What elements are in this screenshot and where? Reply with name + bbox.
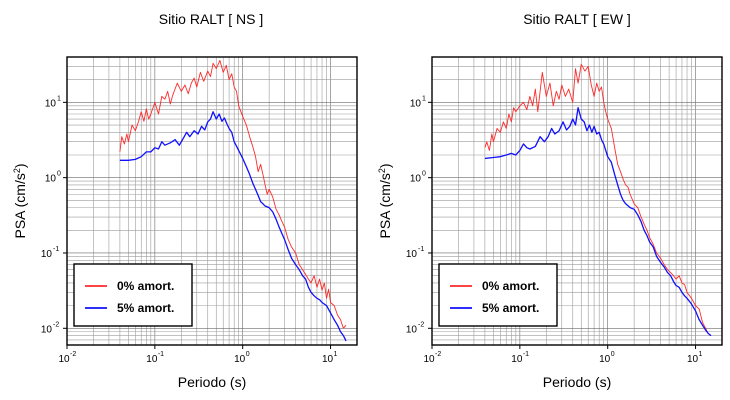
y-tick-label: 10 -2 [41,321,59,335]
y-tick-exponent: -2 [418,321,424,328]
x-tick-exponent: 1 [334,351,338,358]
x-tick-exponent: 0 [611,351,615,358]
y-tick-base: 10 [406,249,418,260]
x-tick-base: 10 [423,354,435,365]
y-axis-label-text: PSA (cm/s [12,173,28,238]
y-tick-exponent: -1 [418,246,424,253]
plot-frame [431,56,723,346]
y-axis-label-exponent: 2 [12,168,22,173]
x-tick-label: 10 -1 [511,351,529,365]
legend: 0% amort. 5% amort. [73,263,193,327]
chart-panel-1: Sitio RALT [ NS ]10 -2 10 -1 10 0 10 110 -210 -11… [12,11,358,390]
series-line-blue [484,107,712,337]
legend-label: 0% amort. [482,279,539,293]
x-tick-label: 10 -2 [58,351,76,365]
y-axis-label: PSA (cm/s2) [12,163,28,238]
y-tick-exponent: 0 [422,171,426,178]
x-tick-base: 10 [687,354,699,365]
plot-frame [66,56,358,346]
legend-label: 5% amort. [117,301,174,315]
grid [66,56,358,346]
x-tick-base: 10 [234,354,246,365]
legend-label: 0% amort. [117,279,174,293]
y-tick-base: 10 [41,249,53,260]
y-tick-exponent: 1 [57,95,61,102]
x-tick-base: 10 [511,354,523,365]
y-tick-base: 10 [410,98,422,109]
y-tick-label: 10 0 [410,171,426,185]
y-tick-label: 10 -1 [41,246,59,260]
x-tick-exponent: 1 [699,351,703,358]
x-tick-label: 10 -1 [146,351,164,365]
y-tick-base: 10 [410,174,422,185]
y-tick-label: 10 1 [45,95,61,109]
series-line-blue [119,111,347,342]
x-tick-base: 10 [146,354,158,365]
x-tick-base: 10 [322,354,334,365]
y-axis-label-close: ) [377,163,393,168]
chart-title: Sitio RALT [ EW ] [523,11,631,27]
x-tick-label: 10 -2 [423,351,441,365]
y-tick-label: 10 0 [45,171,61,185]
x-tick-base: 10 [58,354,70,365]
x-tick-base: 10 [599,354,611,365]
y-tick-exponent: -2 [53,321,59,328]
x-tick-exponent: -2 [435,351,441,358]
x-tick-exponent: -1 [523,351,529,358]
y-tick-exponent: 0 [57,171,61,178]
y-tick-label: 10 1 [410,95,426,109]
chart-panel-2: Sitio RALT [ EW ]10 -2 10 -1 10 0 10 110 -210 -11… [377,11,723,390]
series-line-red [119,60,347,329]
y-tick-exponent: -1 [53,246,59,253]
legend-label: 5% amort. [482,301,539,315]
y-axis-label-text: PSA (cm/s [377,173,393,238]
x-tick-label: 10 1 [687,351,703,365]
y-tick-label: 10 -1 [406,246,424,260]
legend-box [438,263,558,327]
y-axis-label-exponent: 2 [377,168,387,173]
x-tick-label: 10 0 [234,351,250,365]
chart-title: Sitio RALT [ NS ] [159,11,264,27]
x-tick-exponent: -1 [158,351,164,358]
legend: 0% amort. 5% amort. [438,263,558,327]
x-tick-exponent: 0 [246,351,250,358]
x-tick-label: 10 0 [599,351,615,365]
x-axis-label: Periodo (s) [178,374,246,390]
y-tick-base: 10 [41,324,53,335]
x-tick-exponent: -2 [70,351,76,358]
y-tick-base: 10 [45,98,57,109]
legend-box [73,263,193,327]
series-line-red [484,63,712,336]
y-tick-label: 10 -2 [406,321,424,335]
x-axis-label: Periodo (s) [543,374,611,390]
y-tick-base: 10 [406,324,418,335]
x-tick-label: 10 1 [322,351,338,365]
y-tick-exponent: 1 [422,95,426,102]
y-tick-base: 10 [45,174,57,185]
y-axis-label: PSA (cm/s2) [377,163,393,238]
y-axis-label-close: ) [12,163,28,168]
